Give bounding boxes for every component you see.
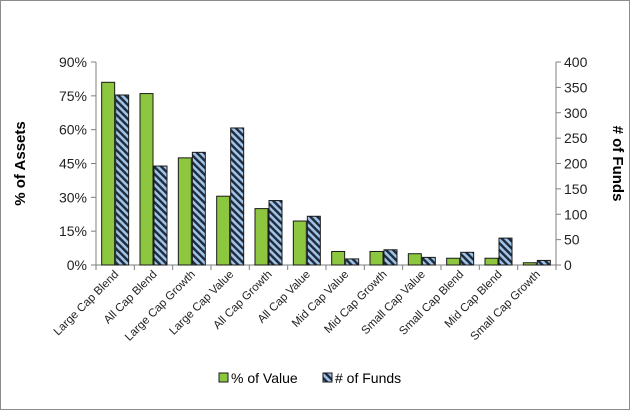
right-tick-label: 50 — [564, 232, 580, 248]
bar-pct-value — [331, 250, 346, 266]
category-label: Large Cap Value — [167, 269, 236, 338]
left-tick-label: 90% — [59, 54, 87, 70]
bar-pct-value — [139, 93, 154, 266]
bar-num-funds — [421, 256, 436, 266]
bar-pct-value — [522, 262, 537, 266]
legend: % of Value # of Funds — [218, 370, 401, 386]
right-tick-label: 0 — [564, 257, 572, 273]
right-tick-label: 300 — [564, 105, 588, 121]
bar-pct-value — [446, 257, 461, 266]
category-label: Small Cap Growth — [468, 269, 542, 343]
bar-num-funds — [345, 258, 360, 266]
bar-num-funds — [460, 251, 475, 266]
category-label: Large Cap Blend — [52, 269, 122, 339]
left-tick-label: 15% — [59, 223, 87, 239]
right-tick-label: 100 — [564, 206, 588, 222]
bar-num-funds — [536, 259, 551, 266]
bar-num-funds — [153, 165, 168, 266]
left-axis-title: % of Assets — [12, 121, 29, 205]
bar-num-funds — [115, 94, 130, 266]
legend-label-num-funds: # of Funds — [335, 370, 401, 386]
legend-swatch-pct-value — [218, 372, 229, 383]
bar-pct-value — [216, 195, 231, 266]
right-tick-label: 200 — [564, 156, 588, 172]
bar-pct-value — [369, 250, 384, 266]
bar-num-funds — [191, 151, 206, 266]
left-tick-label: 45% — [59, 156, 87, 172]
right-tick-label: 400 — [564, 54, 588, 70]
left-tick-label: 0% — [67, 257, 87, 273]
left-tick-label: 60% — [59, 122, 87, 138]
bar-pct-value — [101, 81, 116, 266]
bar-num-funds — [383, 249, 398, 266]
left-tick-label: 75% — [59, 88, 87, 104]
bars-layer — [101, 81, 551, 266]
bar-pct-value — [177, 157, 192, 266]
right-axis-title: # of Funds — [609, 126, 626, 202]
left-tick-label: 30% — [59, 189, 87, 205]
bar-pct-value — [292, 220, 307, 266]
bar-pct-value — [484, 257, 499, 266]
bar-pct-value — [407, 253, 422, 266]
right-tick-label: 150 — [564, 181, 588, 197]
category-label: Large Cap Growth — [123, 269, 198, 344]
legend-swatch-num-funds — [322, 372, 333, 383]
category-label: Small Cap Blend — [397, 269, 466, 338]
axes-layer — [91, 61, 561, 270]
bar-pct-value — [254, 208, 269, 266]
bar-num-funds — [306, 215, 321, 266]
legend-label-pct-value: % of Value — [231, 370, 298, 386]
bar-num-funds — [498, 237, 513, 266]
right-tick-label: 250 — [564, 130, 588, 146]
bar-num-funds — [268, 200, 283, 266]
right-tick-label: 350 — [564, 79, 588, 95]
bar-num-funds — [230, 127, 245, 266]
